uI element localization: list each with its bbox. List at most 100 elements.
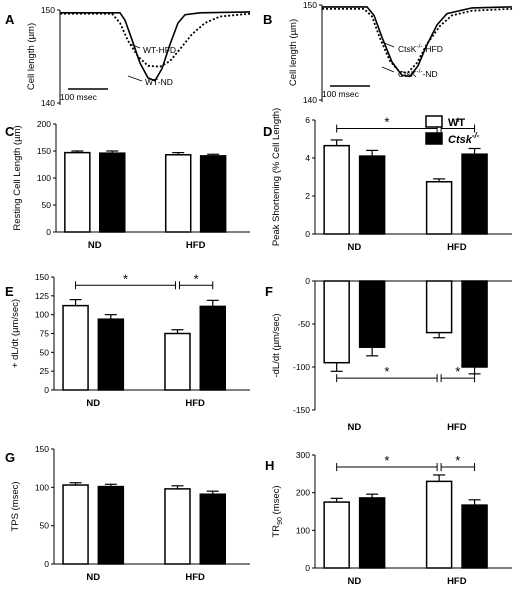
y-tick-label: 100	[37, 173, 51, 183]
category-label: ND	[86, 398, 100, 409]
y-tick-label: 25	[40, 366, 50, 376]
category-label: HFD	[447, 422, 467, 433]
label-leader	[381, 66, 395, 73]
panel-label: F	[265, 284, 273, 299]
y-tick-label: 0	[46, 227, 51, 237]
y-tick-label: 6	[305, 115, 310, 125]
y-axis-title: Cell length (µm)	[26, 23, 37, 90]
category-label: ND	[88, 240, 102, 251]
panel-c: C 0 50 100 150 200 Resting Cell Length (µm) ND H…	[5, 119, 250, 251]
significance-star: *	[384, 115, 389, 130]
bar-wt-hfd	[425, 480, 453, 569]
bar-wt-hfd	[164, 154, 192, 233]
bar-wt-hfd	[164, 332, 191, 391]
label-leader	[127, 75, 143, 82]
legend: WT Ctsk-/-	[425, 115, 480, 146]
label-leader	[129, 43, 141, 49]
y-tick-label: 0	[305, 229, 310, 239]
bar-ctsk-nd	[97, 485, 125, 565]
panel-label: B	[263, 12, 272, 27]
bar-wt-hfd	[164, 488, 191, 565]
y-axis-title: TR90 (msec)	[271, 485, 284, 537]
trace-dotted	[60, 12, 251, 68]
y-tick-label: 140	[303, 95, 317, 105]
y-tick-label: 4	[305, 153, 310, 163]
bar-ctsk-hfd	[199, 155, 227, 233]
panel-label: E	[5, 284, 14, 299]
bar-ctsk-hfd	[199, 305, 227, 391]
bar-ctsk-hfd	[461, 153, 488, 235]
y-tick-label: 0	[44, 385, 49, 395]
category-label: HFD	[185, 572, 205, 583]
panel-d: D 0 2 4 6 Peak Shortening (% Cell Length) ND HF…	[263, 108, 512, 253]
bar-wt-nd	[62, 484, 89, 565]
y-tick-label: 100	[35, 310, 49, 320]
category-label: ND	[348, 576, 362, 587]
y-axis-title: Resting Cell Length (µm)	[12, 125, 23, 230]
y-axis-title: + dL/dt (µm/sec)	[10, 299, 21, 368]
category-label: ND	[348, 242, 362, 253]
y-tick-label: 125	[35, 291, 49, 301]
y-axis-title: Cell length (µm)	[288, 19, 299, 86]
bar-wt-nd	[323, 280, 350, 364]
y-tick-label: -100	[293, 362, 310, 372]
trace-solid	[60, 11, 251, 82]
bar-ctsk-nd	[97, 318, 125, 391]
scale-bar-label: 100 msec	[322, 89, 360, 99]
bar-ctsk-nd	[358, 155, 386, 235]
y-tick-label: 100	[35, 482, 49, 492]
category-label: HFD	[447, 242, 467, 253]
bar-wt-nd	[323, 501, 350, 569]
y-tick-label: 0	[44, 559, 49, 569]
series-label: CtsK-/--ND	[398, 68, 438, 79]
y-tick-label: 150	[37, 146, 51, 156]
panel-h: H 0 100 200 300 TR90 (msec) ND HFD * *	[265, 450, 512, 587]
y-tick-label: 0	[305, 276, 310, 286]
y-tick-label: 150	[41, 5, 55, 15]
legend-swatch	[425, 132, 443, 145]
y-tick-label: -50	[298, 319, 311, 329]
y-tick-label: 50	[42, 200, 52, 210]
trace-dotted	[322, 7, 513, 74]
bar-wt-hfd	[425, 280, 453, 334]
panel-g: G 0 50 100 150 TPS (msec) ND HFD	[5, 444, 250, 583]
panel-label: A	[5, 12, 15, 27]
y-tick-label: 50	[40, 521, 50, 531]
scale-bar-label: 100 msec	[60, 92, 98, 102]
y-tick-label: 150	[303, 0, 317, 10]
y-tick-label: 140	[41, 98, 55, 108]
series-label: WT-ND	[145, 77, 173, 87]
bar-wt-nd	[64, 151, 91, 233]
category-label: HFD	[447, 576, 467, 587]
bar-ctsk-hfd	[461, 280, 488, 368]
legend-swatch	[425, 115, 443, 128]
y-tick-label: 150	[35, 444, 49, 454]
bar-ctsk-nd	[358, 497, 386, 569]
bar-ctsk-hfd	[461, 504, 488, 569]
category-label: ND	[86, 572, 100, 583]
bar-wt-nd	[323, 144, 350, 235]
significance-star: *	[384, 364, 389, 379]
significance-star: *	[455, 364, 460, 379]
y-axis-title: -dL/dt (µm/sec)	[271, 313, 282, 377]
y-tick-label: 300	[296, 450, 310, 460]
panel-a: A 140 150 Cell length (µm) WT-HFD WT-ND 100 ms…	[5, 5, 251, 108]
y-tick-label: 200	[296, 488, 310, 498]
panel-label: D	[263, 124, 272, 139]
bar-ctsk-hfd	[199, 493, 227, 565]
significance-star: *	[384, 453, 389, 468]
series-label: WT-HFD	[143, 45, 176, 55]
legend-label: Ctsk-/-	[448, 131, 480, 146]
significance-star: *	[194, 271, 199, 286]
panel-b: B 140 150 Cell length (µm) CtsK-/--HFD CtsK-/…	[263, 0, 513, 105]
label-leader	[381, 41, 395, 48]
y-tick-label: -150	[293, 405, 310, 415]
y-axis-title: Peak Shortening (% Cell Length)	[271, 108, 282, 246]
y-axis-title: TPS (msec)	[10, 481, 21, 531]
bar-ctsk-nd	[358, 280, 386, 348]
category-label: HFD	[185, 398, 205, 409]
significance-star: *	[455, 115, 460, 130]
panel-label: H	[265, 458, 274, 473]
legend-label: WT	[448, 117, 465, 129]
